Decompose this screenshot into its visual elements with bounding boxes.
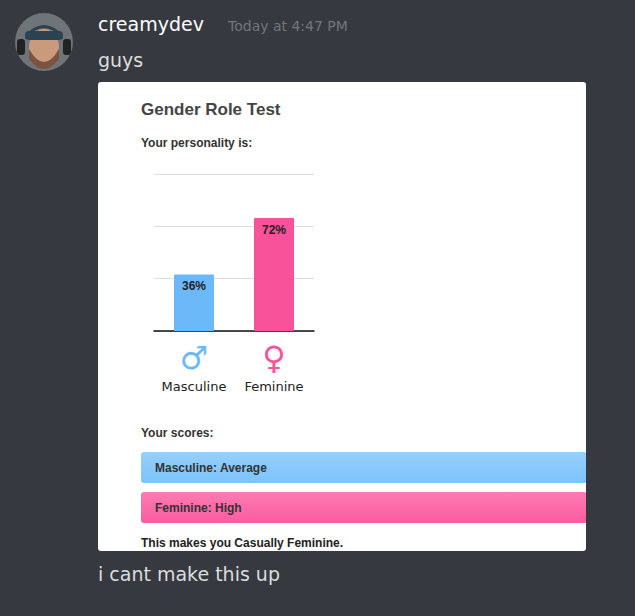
svg-text:Feminine: Feminine: [244, 379, 303, 394]
html-text:Today at 4:47 PM: Today at 4:47 PM: [228, 18, 348, 34]
svg-text:36%: 36%: [182, 279, 206, 293]
html-text:guys: guys: [98, 49, 144, 71]
html-text:Your scores:: Your scores:: [141, 426, 214, 440]
html-text:Masculine: Average: Masculine: Average: [155, 461, 267, 475]
html-text:Your personality is:: Your personality is:: [141, 136, 253, 150]
svg-text:♂: ♂: [180, 339, 209, 377]
svg-text:72%: 72%: [262, 223, 286, 237]
html-text:creamydev: creamydev: [98, 13, 204, 35]
html-text:Gender Role Test: Gender Role Test: [141, 100, 281, 119]
svg-text:♀: ♀: [262, 339, 285, 377]
html-text:Feminine: High: Feminine: High: [155, 501, 242, 515]
html-text:This makes you Casually Femini: This makes you Casually Feminine.: [141, 536, 344, 550]
svg-text:Masculine: Masculine: [162, 379, 227, 394]
html-text:i cant make this up: i cant make this up: [98, 563, 280, 585]
